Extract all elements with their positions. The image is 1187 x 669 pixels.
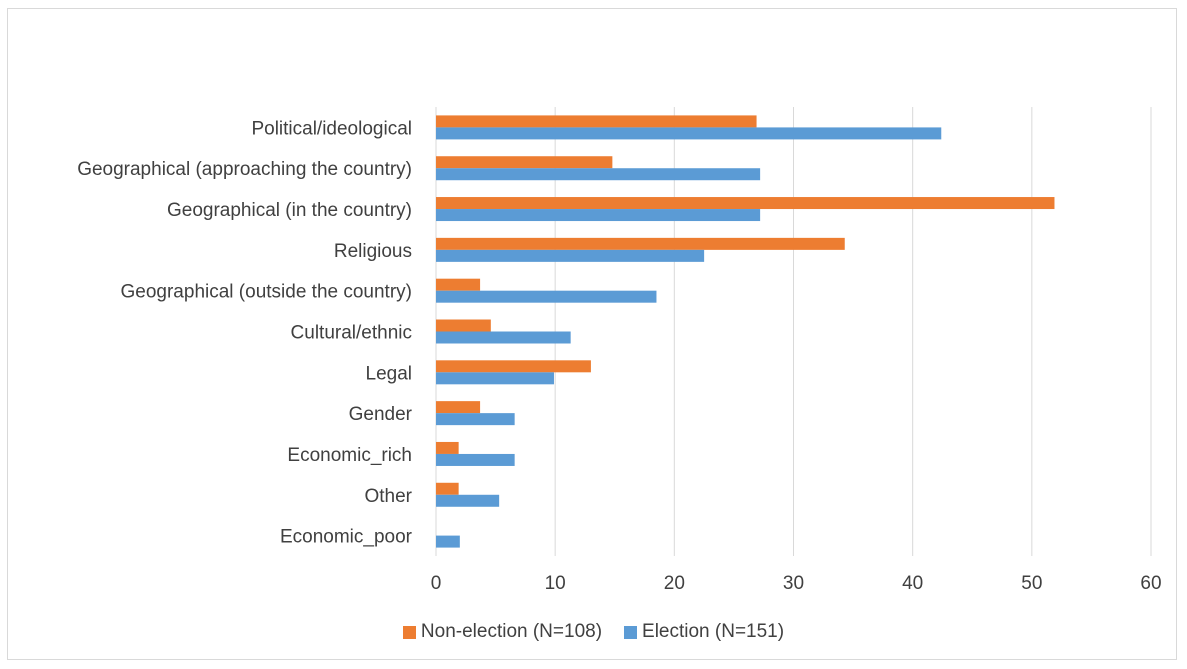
category-label: Religious <box>334 241 412 262</box>
legend-label-non-election: Non-election (N=108) <box>420 621 603 642</box>
category-label: Geographical (in the country) <box>167 200 412 221</box>
category-label: Legal <box>366 363 413 384</box>
category-label: Economic_poor <box>280 527 413 548</box>
tick-labels: 0 10 20 30 40 50 60 <box>431 573 1162 594</box>
bar-non-election <box>436 401 481 414</box>
x-tick-label: 40 <box>902 573 923 594</box>
category-labels: Political/ideological Geographical (appro… <box>77 118 412 547</box>
gridlines <box>435 107 1152 556</box>
bar-election <box>436 331 571 344</box>
bar-non-election <box>436 156 613 169</box>
category-label: Political/ideological <box>251 118 412 139</box>
bar-election <box>436 168 761 181</box>
bar-non-election <box>436 319 491 332</box>
legend-item-non-election: Non-election (N=108) <box>402 621 603 643</box>
category-label: Cultural/ethnic <box>291 323 412 344</box>
bar-non-election <box>436 482 459 495</box>
bar-non-election <box>436 278 481 291</box>
bar-election <box>436 494 500 507</box>
legend-swatch-election <box>624 625 638 639</box>
category-label: Geographical (outside the country) <box>121 282 413 303</box>
bar-election <box>436 127 942 140</box>
legend: Non-election (N=108) Election (N=151) <box>0 621 1187 643</box>
legend-item-election: Election (N=151) <box>624 621 784 643</box>
x-tick-label: 60 <box>1140 573 1161 594</box>
category-label: Geographical (approaching the country) <box>77 159 412 180</box>
bars <box>436 115 1055 548</box>
bar-non-election <box>436 441 459 454</box>
x-tick-label: 30 <box>783 573 804 594</box>
bar-non-election <box>436 197 1055 210</box>
legend-label-election: Election (N=151) <box>642 621 785 642</box>
category-label: Other <box>364 486 412 507</box>
bar-election <box>436 453 515 466</box>
bar-election <box>436 290 657 303</box>
bar-non-election <box>436 360 591 373</box>
legend-swatch-non-election <box>402 625 416 639</box>
category-label: Economic_rich <box>287 445 412 466</box>
bar-election <box>436 535 460 548</box>
bar-non-election <box>436 115 757 128</box>
bar-non-election <box>436 237 845 250</box>
bar-election <box>436 209 761 222</box>
x-tick-label: 20 <box>664 573 685 594</box>
x-tick-label: 10 <box>545 573 566 594</box>
bar-election <box>436 413 515 426</box>
category-label: Gender <box>349 404 413 425</box>
x-tick-label: 50 <box>1021 573 1042 594</box>
x-tick-label: 0 <box>431 573 442 594</box>
bar-election <box>436 372 554 385</box>
bar-election <box>436 249 705 262</box>
